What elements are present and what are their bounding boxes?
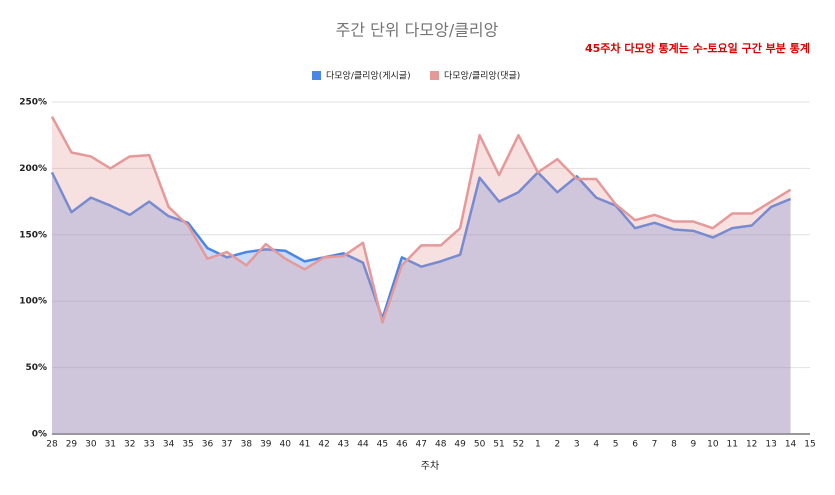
x-tick-label: 9 bbox=[691, 440, 697, 450]
x-tick-label: 44 bbox=[357, 440, 369, 450]
x-tick-label: 1 bbox=[535, 440, 541, 450]
x-tick-label: 46 bbox=[396, 440, 408, 450]
y-tick-label: 50% bbox=[25, 363, 47, 373]
annotation: 45주차 다모앙 통계는 수-토요일 구간 부분 통계 bbox=[585, 41, 810, 55]
x-tick-label: 14 bbox=[785, 440, 797, 450]
x-tick-label: 41 bbox=[299, 440, 310, 450]
x-tick-label: 13 bbox=[765, 440, 776, 450]
x-tick-label: 28 bbox=[46, 440, 58, 450]
y-tick-label: 100% bbox=[19, 297, 47, 307]
x-tick-label: 32 bbox=[124, 440, 135, 450]
legend-swatch bbox=[430, 71, 439, 80]
x-tick-label: 33 bbox=[143, 440, 154, 450]
x-axis-label: 주차 bbox=[421, 460, 439, 472]
x-tick-label: 8 bbox=[671, 440, 677, 450]
x-tick-label: 10 bbox=[707, 440, 719, 450]
x-tick-label: 3 bbox=[574, 440, 580, 450]
x-tick-label: 39 bbox=[260, 440, 272, 450]
x-tick-label: 52 bbox=[513, 440, 524, 450]
x-tick-label: 38 bbox=[241, 440, 253, 450]
x-tick-label: 29 bbox=[66, 440, 78, 450]
x-tick-label: 12 bbox=[746, 440, 757, 450]
y-tick-label: 200% bbox=[19, 164, 47, 174]
x-tick-label: 31 bbox=[105, 440, 116, 450]
x-tick-label: 47 bbox=[416, 440, 427, 450]
x-tick-label: 5 bbox=[613, 440, 619, 450]
x-tick-label: 15 bbox=[804, 440, 815, 450]
y-tick-label: 150% bbox=[19, 230, 47, 240]
x-tick-label: 42 bbox=[318, 440, 329, 450]
y-tick-label: 250% bbox=[19, 98, 47, 108]
x-tick-label: 30 bbox=[85, 440, 97, 450]
y-tick-label: 0% bbox=[32, 430, 47, 440]
line bbox=[50, 171, 792, 320]
x-tick-label: 34 bbox=[163, 440, 175, 450]
x-tick-label: 51 bbox=[493, 440, 504, 450]
x-tick-label: 40 bbox=[280, 440, 292, 450]
legend-label: 다모앙/클리앙(게시글) bbox=[326, 70, 411, 82]
x-tick-label: 43 bbox=[338, 440, 349, 450]
legend-swatch bbox=[312, 71, 321, 80]
x-tick-label: 2 bbox=[554, 440, 560, 450]
x-tick-label: 50 bbox=[474, 440, 486, 450]
area bbox=[52, 172, 791, 434]
x-tick-label: 11 bbox=[727, 440, 738, 450]
line bbox=[50, 116, 792, 324]
x-tick-label: 48 bbox=[435, 440, 447, 450]
x-tick-label: 35 bbox=[182, 440, 193, 450]
x-tick-label: 45 bbox=[377, 440, 388, 450]
x-tick-label: 6 bbox=[632, 440, 638, 450]
chart-title: 주간 단위 다모앙/클리앙 bbox=[336, 21, 499, 40]
x-tick-label: 49 bbox=[454, 440, 466, 450]
x-tick-label: 36 bbox=[202, 440, 214, 450]
x-tick-label: 7 bbox=[652, 440, 658, 450]
legend-label: 다모앙/클리앙(댓글) bbox=[444, 70, 520, 82]
x-tick-label: 4 bbox=[593, 440, 599, 450]
area bbox=[52, 116, 791, 434]
x-tick-label: 37 bbox=[221, 440, 232, 450]
